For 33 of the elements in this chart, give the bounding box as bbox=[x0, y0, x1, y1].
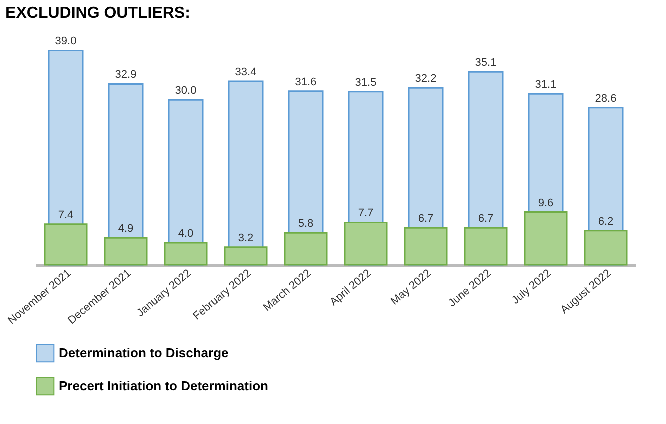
data-label: 30.0 bbox=[175, 85, 197, 98]
data-label: 7.4 bbox=[58, 209, 74, 222]
chart-title: EXCLUDING OUTLIERS: bbox=[6, 5, 190, 22]
data-label: 9.6 bbox=[538, 197, 554, 210]
data-label: 7.7 bbox=[358, 208, 374, 220]
bar bbox=[224, 246, 268, 266]
data-label: 4.9 bbox=[118, 223, 134, 236]
data-label: 5.8 bbox=[298, 218, 314, 230]
legend-label: Precert Initiation to Determination bbox=[59, 378, 269, 394]
data-label: 31.1 bbox=[535, 79, 557, 92]
legend-label: Determination to Discharge bbox=[59, 346, 229, 360]
bar bbox=[104, 237, 148, 266]
bar bbox=[464, 227, 508, 266]
data-label: 32.9 bbox=[115, 69, 137, 82]
data-label: 35.1 bbox=[475, 57, 497, 70]
data-label: 6.7 bbox=[418, 213, 434, 226]
data-label: 31.5 bbox=[355, 76, 377, 89]
bar bbox=[524, 212, 568, 266]
data-label: 32.2 bbox=[415, 73, 437, 86]
bar bbox=[404, 227, 448, 266]
bar bbox=[164, 242, 208, 266]
data-label: 6.7 bbox=[478, 213, 494, 226]
data-label: 28.6 bbox=[595, 92, 617, 105]
bar bbox=[344, 222, 388, 266]
data-label: 33.4 bbox=[235, 66, 257, 78]
data-label: 3.2 bbox=[238, 232, 254, 244]
data-label: 39.0 bbox=[55, 36, 77, 48]
data-label: 31.6 bbox=[295, 76, 317, 88]
bar bbox=[584, 230, 628, 266]
data-label: 6.2 bbox=[598, 216, 614, 228]
bar bbox=[44, 224, 88, 266]
data-label: 4.0 bbox=[178, 228, 194, 240]
bar bbox=[284, 232, 328, 266]
